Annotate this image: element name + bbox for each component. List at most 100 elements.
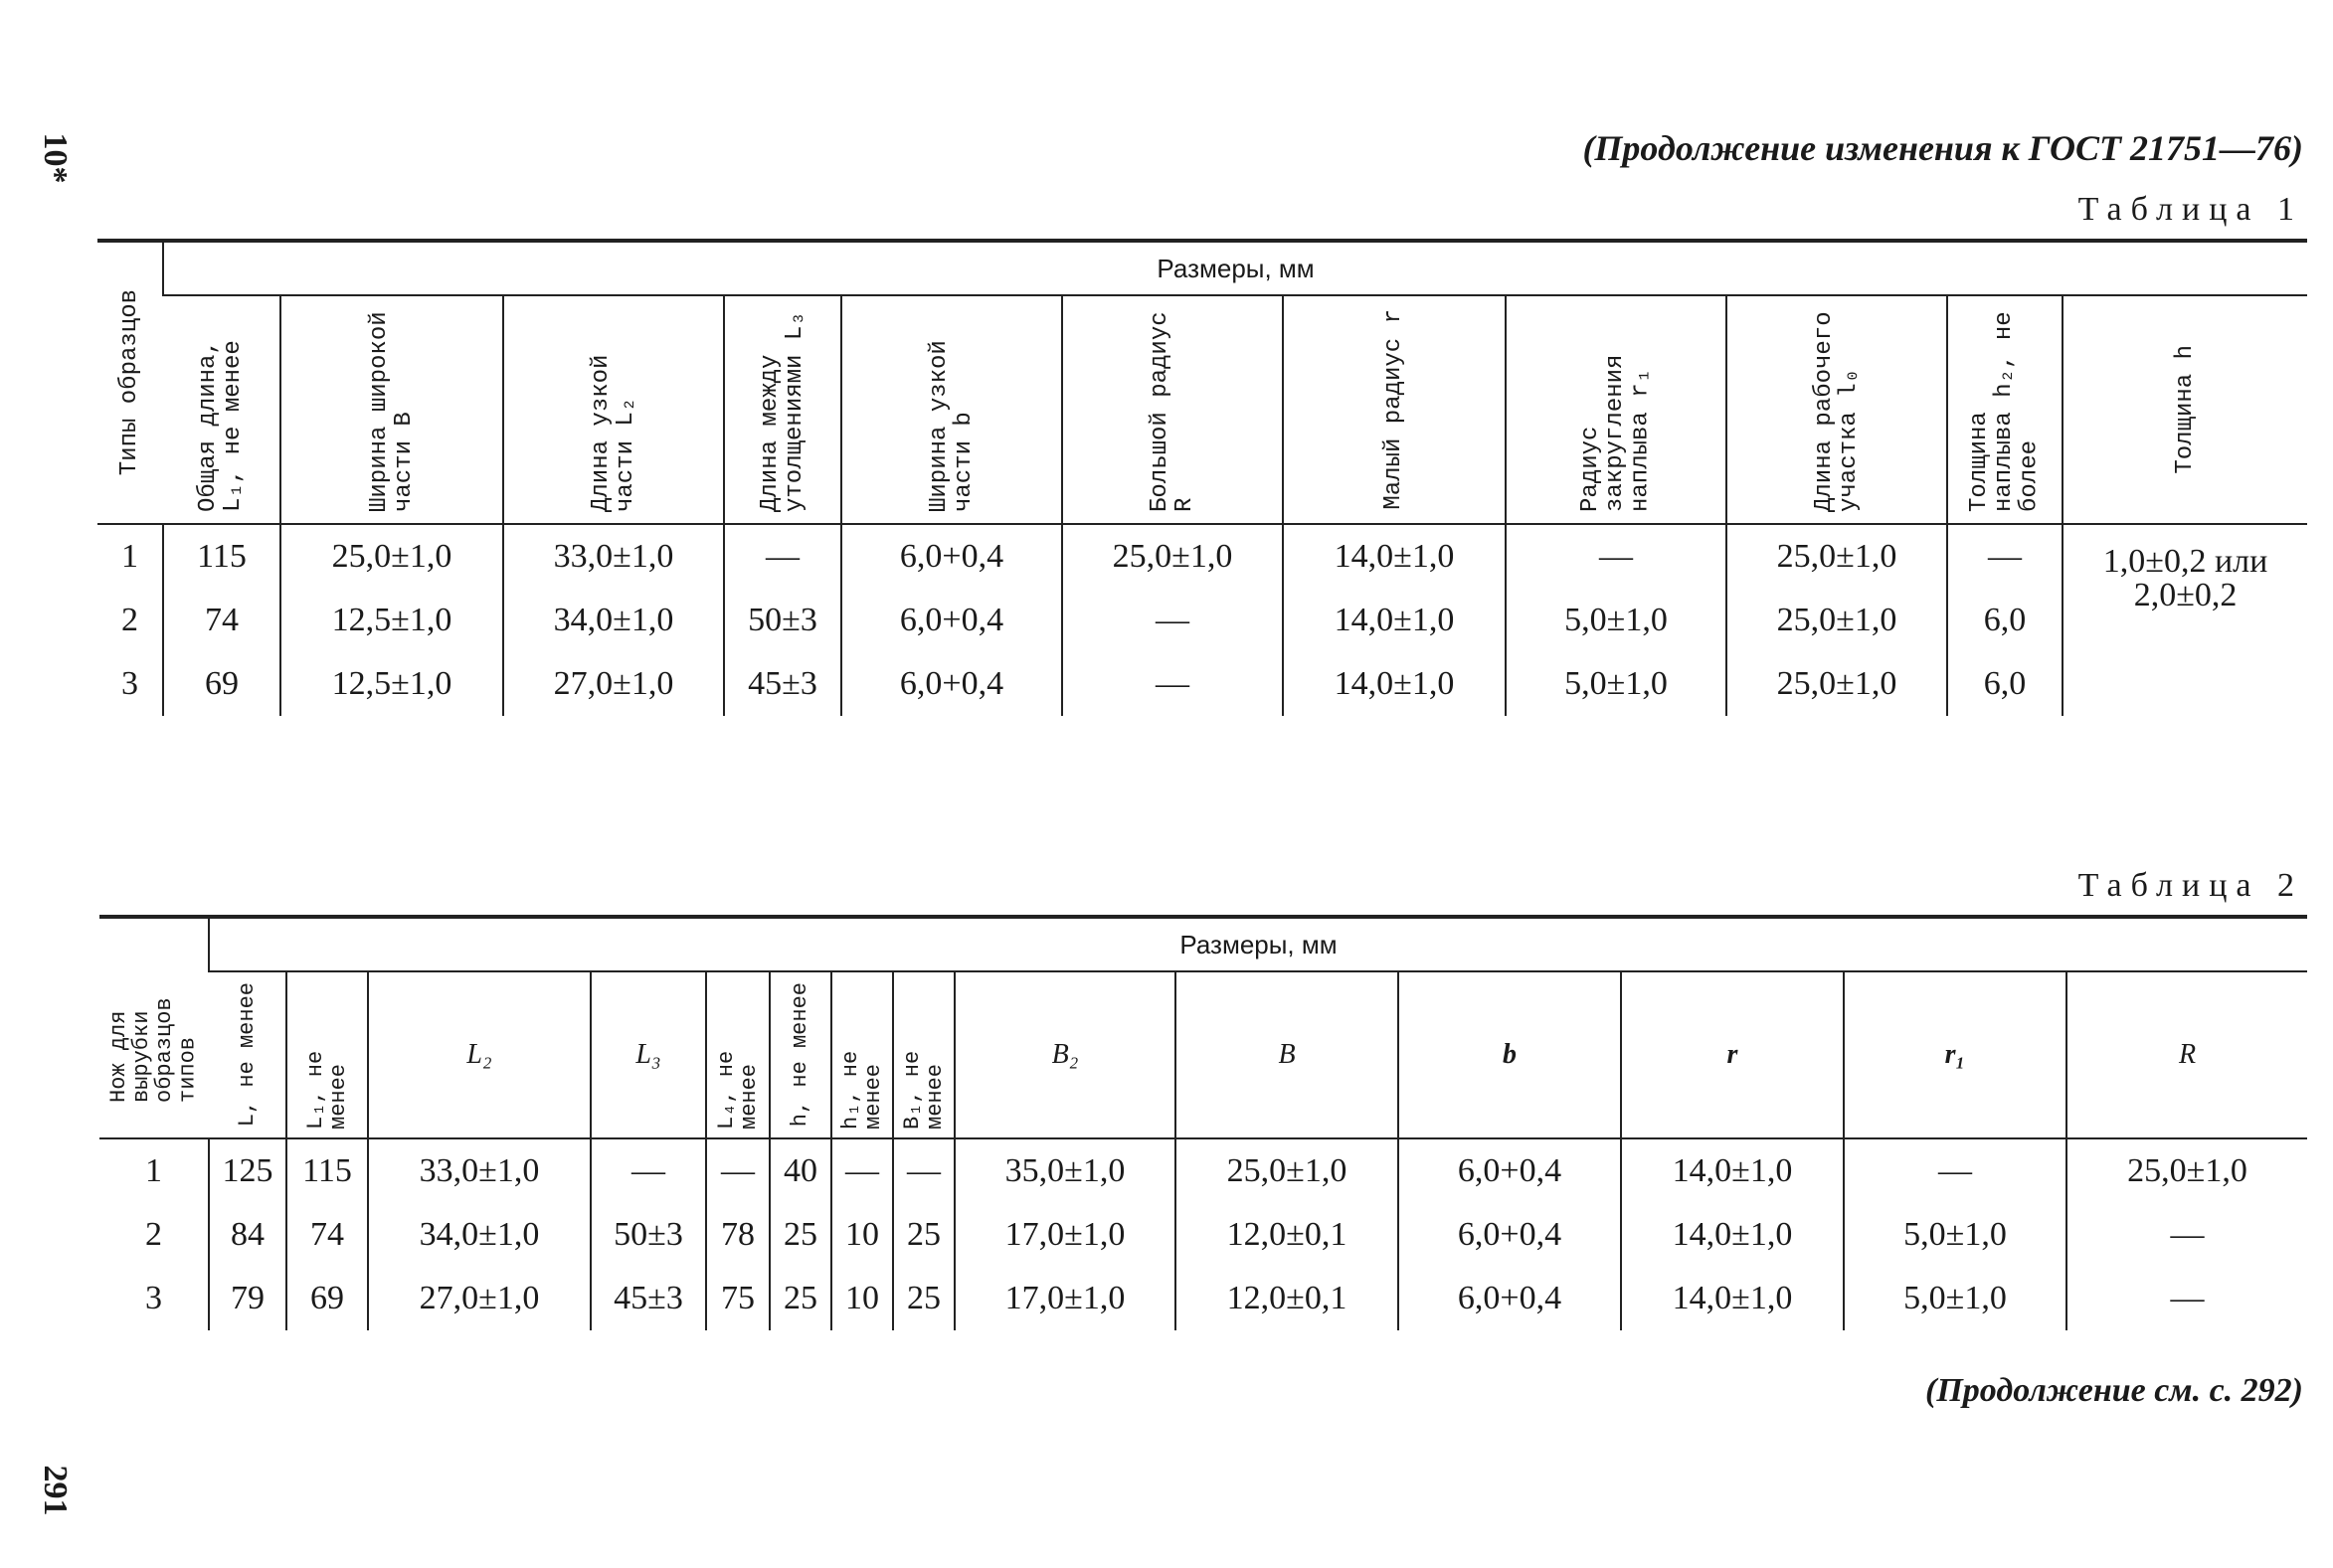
table2-cell: 35,0±1,0	[954, 1137, 1175, 1203]
table1-col-header: Толщина наплыва h₂, не более	[1946, 295, 2063, 525]
table2-group-header: Размеры, мм	[208, 915, 2307, 972]
table2-cell: 84	[208, 1203, 286, 1267]
table1-cell: 50±3	[723, 589, 841, 652]
table2-cell: 5,0±1,0	[1843, 1267, 2066, 1330]
table2-cell: 6,0+0,4	[1397, 1267, 1621, 1330]
table2-col-header: R	[2065, 971, 2307, 1139]
table2-col-header: B	[1174, 971, 1398, 1139]
table2-cell: 5,0±1,0	[1843, 1203, 2066, 1267]
table1-col-header: Большой радиус R	[1061, 295, 1283, 525]
table2-cell: 25	[769, 1203, 831, 1267]
table-row: 3 69 12,5±1,0 27,0±1,0 45±3 6,0+0,4 — 14…	[97, 652, 2307, 716]
table1-cell: 6,0+0,4	[840, 589, 1062, 652]
table1-type-cell: 1	[97, 523, 163, 589]
table-row: 2 84 74 34,0±1,0 50±3 78 25 10 25 17,0±1…	[99, 1203, 2307, 1267]
table1-cell: 6,0+0,4	[840, 652, 1062, 716]
table2-cell: 12,0±0,1	[1174, 1203, 1398, 1267]
table2-cell: 79	[208, 1267, 286, 1330]
table1-col-header: Ширина узкой части b	[840, 295, 1062, 525]
table1-cell: 25,0±1,0	[1725, 652, 1947, 716]
continuation-note: (Продолжение см. с. 292)	[1925, 1372, 2303, 1409]
table2-cell: 17,0±1,0	[954, 1203, 1175, 1267]
table1-col-header: Общая длина, L₁, не менее	[163, 295, 280, 525]
table2-col-header: L, не менее	[209, 971, 286, 1139]
table1-cell: 14,0±1,0	[1282, 589, 1506, 652]
table2-cell: —	[705, 1137, 770, 1203]
table1-cell: 6,0+0,4	[840, 523, 1062, 589]
table2-col-header: B₂	[954, 971, 1175, 1139]
table1-col-header: Длина между утолщениями L₃	[723, 295, 841, 525]
table2-cell: —	[830, 1137, 893, 1203]
table2-cell: 78	[705, 1203, 770, 1267]
table2-cell: —	[590, 1137, 706, 1203]
table1-cell: 25,0±1,0	[279, 523, 503, 589]
table2-cell: 115	[285, 1137, 368, 1203]
table2-cell: 69	[285, 1267, 368, 1330]
table1-cell: —	[1946, 523, 2063, 589]
table-row: 1 125 115 33,0±1,0 — — 40 — — 35,0±1,0 2…	[99, 1137, 2307, 1203]
table2-type-cell: 3	[145, 1280, 162, 1316]
table1-cell: 6,0	[1946, 652, 2063, 716]
table2-cell: 25	[892, 1267, 955, 1330]
table1-cell: 25,0±1,0	[1725, 523, 1947, 589]
table2-col-header: r₁	[1843, 971, 2066, 1139]
table1-col-header: Малый радиус r	[1282, 295, 1506, 525]
table1-row-header: Типы образцов	[97, 239, 163, 525]
table1-type-cell: 3	[121, 665, 138, 702]
table2-cell: —	[2065, 1267, 2307, 1330]
table2-col-header: L₁, не менее	[285, 971, 368, 1139]
table1-cell: 27,0±1,0	[502, 652, 724, 716]
table1-group-header: Размеры, мм	[161, 239, 2308, 296]
table2-cell: 50±3	[590, 1203, 706, 1267]
table2-cell: —	[2065, 1203, 2307, 1267]
table2: Нож для вырубки образцов типов Размеры, …	[99, 915, 2307, 1330]
table2-col-header: h, не менее	[769, 971, 831, 1139]
table1-cell: 25,0±1,0	[1725, 589, 1947, 652]
table2-cell: 6,0+0,4	[1397, 1137, 1621, 1203]
table1: Типы образцов Размеры, мм Общая длина, L…	[97, 239, 2308, 716]
table2-cell: 27,0±1,0	[367, 1267, 591, 1330]
table2-cell: 14,0±1,0	[1620, 1203, 1844, 1267]
table2-cell: 25,0±1,0	[2065, 1137, 2307, 1203]
table1-cell: —	[1505, 523, 1726, 589]
table1-cell: 33,0±1,0	[502, 523, 724, 589]
table1-cell: —	[723, 523, 841, 589]
table2-cell: 10	[830, 1267, 893, 1330]
table2-col-header: h₁, не менее	[830, 971, 893, 1139]
table1-thickness-cell: 1,0±0,2 или 2,0±0,2	[2061, 523, 2308, 716]
table1-col-header: Толщина h	[2061, 295, 2308, 525]
footer-page-number: 291	[37, 1465, 74, 1516]
table2-cell: —	[1843, 1137, 2066, 1203]
table2-cell: 40	[769, 1137, 831, 1203]
table2-cell: 75	[705, 1267, 770, 1330]
table2-type-cell: 2	[145, 1216, 162, 1253]
table2-cell: 14,0±1,0	[1620, 1137, 1844, 1203]
table1-cell: 14,0±1,0	[1282, 652, 1506, 716]
table1-type-cell: 2	[121, 602, 138, 638]
table2-col-header: B₁, не менее	[892, 971, 955, 1139]
table2-cell: 34,0±1,0	[367, 1203, 591, 1267]
table1-cell: 5,0±1,0	[1505, 652, 1726, 716]
table1-cell: 6,0	[1946, 589, 2063, 652]
table2-cell: 25,0±1,0	[1174, 1137, 1398, 1203]
table1-cell: 45±3	[723, 652, 841, 716]
table1-cell: 69	[162, 652, 280, 716]
table2-cell: 10	[830, 1203, 893, 1267]
table2-cell: 45±3	[590, 1267, 706, 1330]
table2-cell: 14,0±1,0	[1620, 1267, 1844, 1330]
table1-cell: 115	[162, 523, 280, 589]
table1-caption: Таблица 1	[2077, 191, 2303, 228]
table1-cell: 34,0±1,0	[502, 589, 724, 652]
table2-cell: 6,0+0,4	[1397, 1203, 1621, 1267]
table2-col-header: L₄, не менее	[705, 971, 770, 1139]
table-row: 3 79 69 27,0±1,0 45±3 75 25 10 25 17,0±1…	[99, 1267, 2307, 1330]
table2-cell: 25	[769, 1267, 831, 1330]
table-row: 2 74 12,5±1,0 34,0±1,0 50±3 6,0+0,4 — 14…	[97, 589, 2307, 652]
table1-cell: 12,5±1,0	[279, 589, 503, 652]
table1-col-header: Длина рабочего участка l₀	[1725, 295, 1947, 525]
table2-col-header: b	[1397, 971, 1621, 1139]
table2-cell: 17,0±1,0	[954, 1267, 1175, 1330]
table2-cell: 25	[892, 1203, 955, 1267]
page-header: (Продолжение изменения к ГОСТ 21751—76)	[1582, 128, 2303, 168]
table2-cell: 12,0±0,1	[1174, 1267, 1398, 1330]
